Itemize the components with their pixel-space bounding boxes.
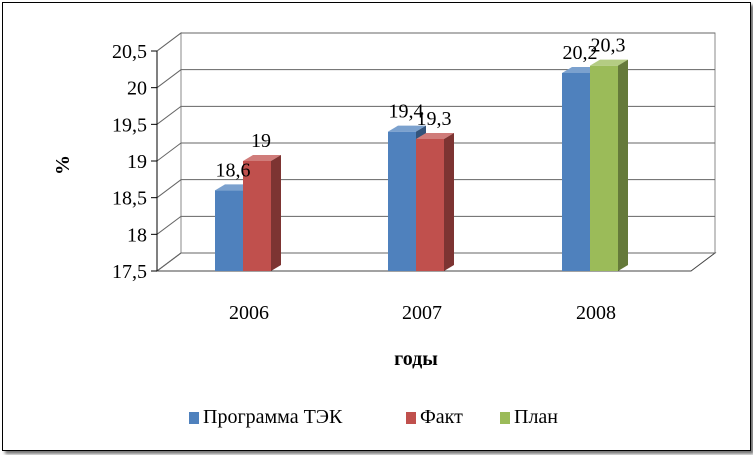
category-label-2008: 2008 xyxy=(576,302,616,324)
bar-side xyxy=(271,155,281,271)
data-label: 19,4 xyxy=(389,101,424,123)
gridline xyxy=(156,252,715,272)
legend-label: Программа ТЭК xyxy=(203,406,343,428)
gridlines xyxy=(151,32,715,272)
data-label: 19 xyxy=(251,130,271,152)
category-label-2007: 2007 xyxy=(402,302,442,324)
y-tick-label: 17,5 xyxy=(112,261,147,283)
category-labels: 2006 2007 2008 xyxy=(229,302,616,324)
y-tick-label: 18 xyxy=(127,224,147,246)
bar-2007-1 xyxy=(416,139,444,271)
gridline xyxy=(156,215,715,235)
bars xyxy=(215,59,628,272)
bar-top xyxy=(388,125,426,132)
bar-2007-0 xyxy=(388,131,416,271)
gridline xyxy=(156,69,715,89)
legend-label: План xyxy=(514,406,558,428)
legend-label: Факт xyxy=(420,406,463,428)
bar-2008-0 xyxy=(562,73,590,271)
y-tick-label: 19,5 xyxy=(112,114,147,136)
data-labels: 18,619 19,419,3 20,220,3 xyxy=(216,35,626,182)
y-axis-title: % xyxy=(52,155,74,175)
data-label: 20,3 xyxy=(591,35,626,57)
gridline xyxy=(156,32,715,52)
bar-side xyxy=(444,133,454,271)
legend-swatch xyxy=(406,412,416,424)
legend-swatch xyxy=(189,412,199,424)
gridline xyxy=(156,179,715,199)
bar-2006-1 xyxy=(243,161,271,271)
data-label: 18,6 xyxy=(216,159,251,181)
data-label: 19,3 xyxy=(417,108,452,130)
data-label: 20,2 xyxy=(563,42,598,64)
gridline xyxy=(156,105,715,125)
x-axis-title: годы xyxy=(394,348,438,370)
bar-top xyxy=(243,155,281,161)
y-tick-label: 18,5 xyxy=(112,188,147,210)
y-tick-label: 20 xyxy=(127,78,147,100)
bar-2008-2 xyxy=(590,65,618,271)
bar-top xyxy=(416,133,454,139)
y-tick-label: 19 xyxy=(127,151,147,173)
legend: Программа ТЭК Факт План xyxy=(189,406,558,428)
y-tick-label: 20,5 xyxy=(112,41,147,63)
legend-swatch xyxy=(500,412,510,424)
bar-top xyxy=(590,59,628,66)
gridline xyxy=(156,142,715,162)
bar-side xyxy=(618,59,628,271)
bar-2006-0 xyxy=(215,190,243,271)
category-label-2006: 2006 xyxy=(229,302,269,324)
y-tick-labels: 17,5 18 18,5 19 19,5 20 20,5 xyxy=(112,41,147,283)
